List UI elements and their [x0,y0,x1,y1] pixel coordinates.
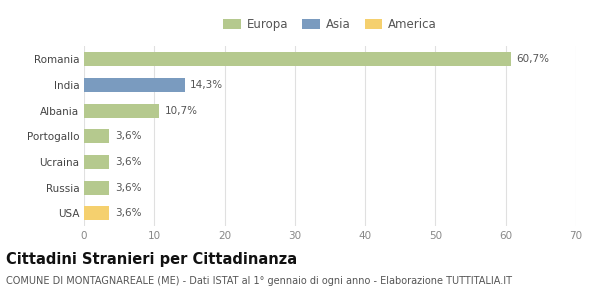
Text: 3,6%: 3,6% [115,157,142,167]
Text: 60,7%: 60,7% [516,54,549,64]
Text: 14,3%: 14,3% [190,80,223,90]
Text: 10,7%: 10,7% [165,106,198,116]
Bar [84,155,109,169]
Bar [84,181,109,195]
Bar [84,206,109,220]
Text: COMUNE DI MONTAGNAREALE (ME) - Dati ISTAT al 1° gennaio di ogni anno - Elaborazi: COMUNE DI MONTAGNAREALE (ME) - Dati ISTA… [6,276,512,285]
Text: 3,6%: 3,6% [115,131,142,141]
Bar [84,52,511,66]
Bar [84,78,185,92]
Text: 3,6%: 3,6% [115,208,142,218]
Text: 3,6%: 3,6% [115,183,142,193]
Text: Cittadini Stranieri per Cittadinanza: Cittadini Stranieri per Cittadinanza [6,252,297,267]
Legend: Europa, Asia, America: Europa, Asia, America [221,16,439,33]
Bar [84,129,109,143]
Bar [84,104,159,118]
